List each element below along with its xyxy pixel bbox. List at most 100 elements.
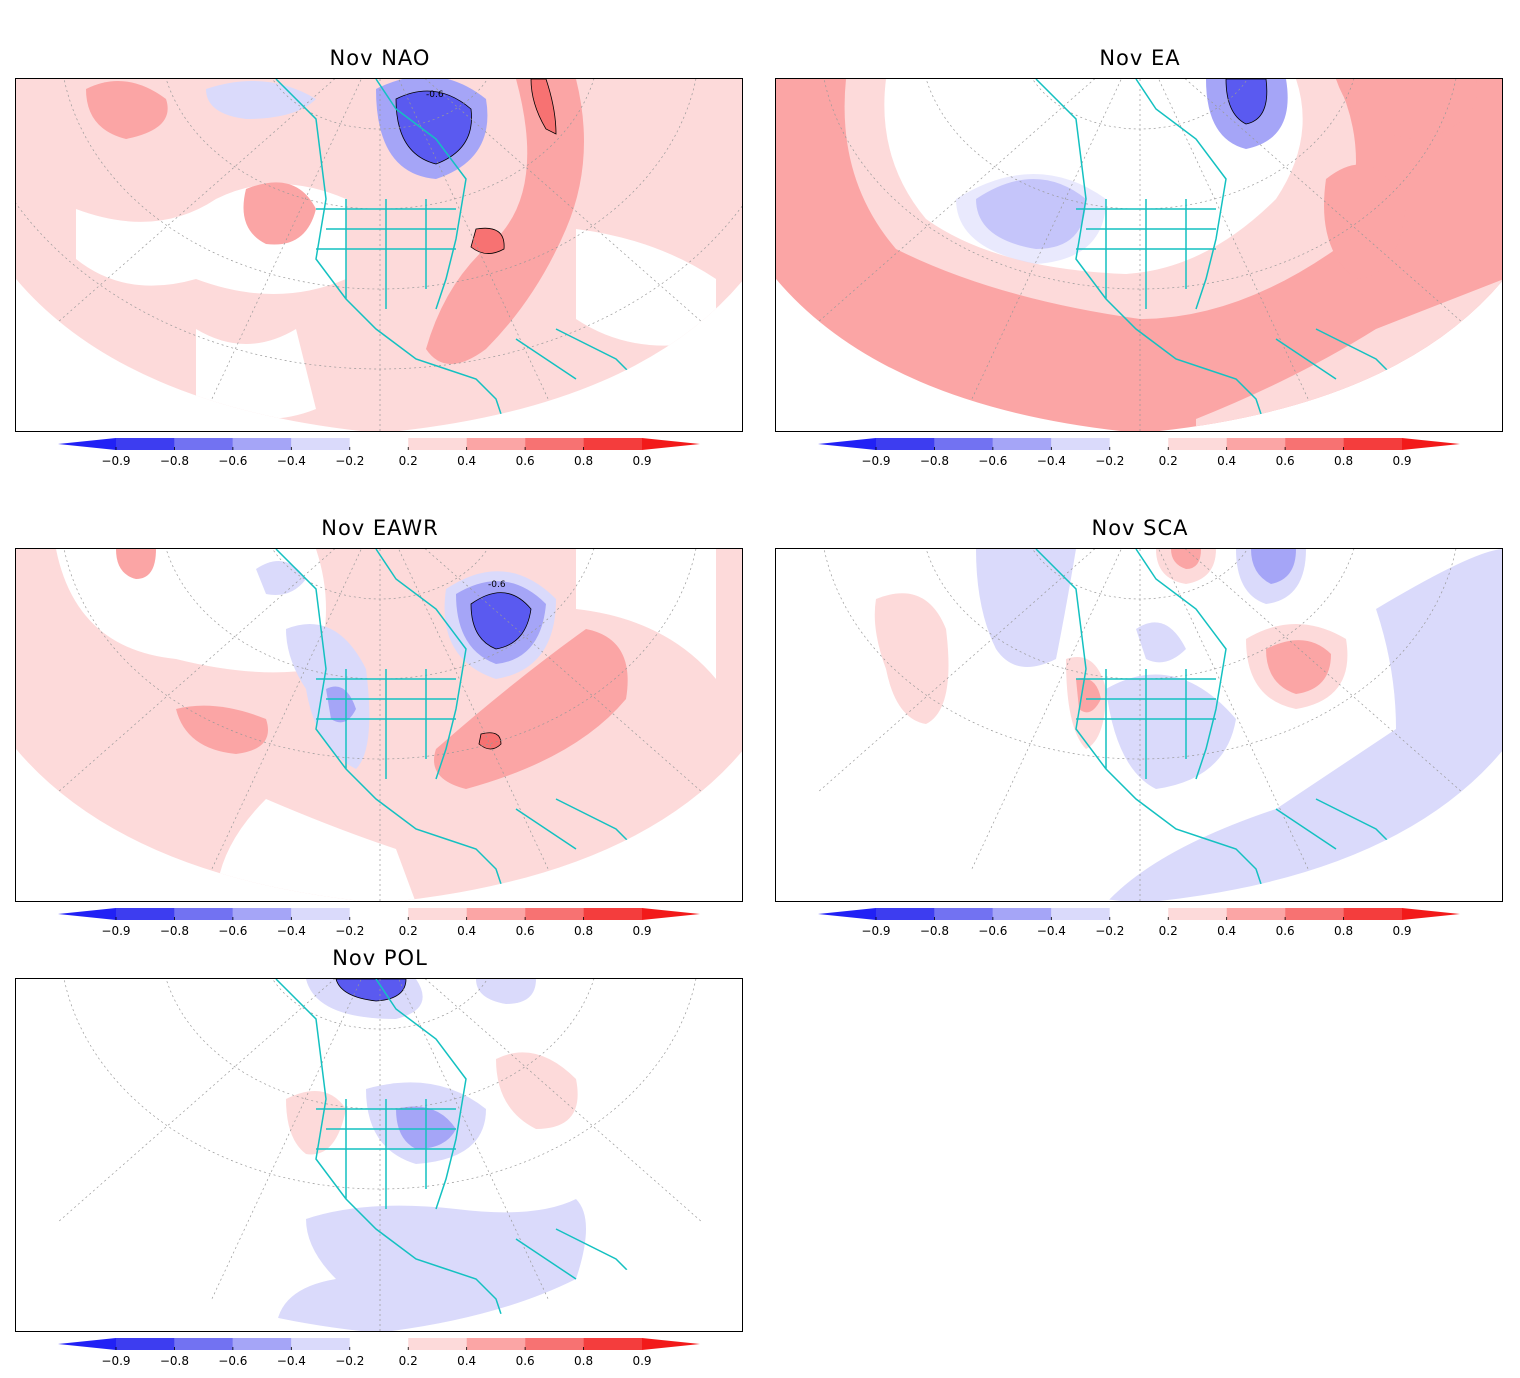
- colorbar-swatch: [174, 438, 233, 450]
- colorbar-tick-label: 0.9: [1392, 454, 1412, 468]
- anomaly-region: [335, 979, 407, 1002]
- panel-title-ea: Nov EA: [1099, 46, 1181, 70]
- colorbar-swatch: [174, 1338, 233, 1350]
- colorbar-tick-label: 0.8: [574, 1354, 594, 1368]
- colorbar-swatch: [232, 438, 292, 450]
- anomaly-region: [976, 549, 1076, 667]
- colorbar-svg: [58, 908, 700, 920]
- colorbar-swatch: [583, 438, 642, 450]
- anomaly-region: [478, 732, 502, 750]
- contour-label: -0.6: [488, 580, 506, 590]
- map-pol: [15, 978, 743, 1332]
- colorbar-swatch: [876, 438, 935, 450]
- colorbar-swatch: [232, 1338, 292, 1350]
- colorbar-svg: [818, 908, 1460, 920]
- colorbar-swatch: [1226, 438, 1286, 450]
- map-eawr-svg: -0.6: [16, 549, 742, 901]
- colorbar-tick-label: 0.9: [632, 924, 652, 938]
- colorbar-swatch: [1343, 908, 1402, 920]
- map-sca: [775, 548, 1503, 902]
- colorbar-tick-label: −0.9: [101, 1354, 131, 1368]
- colorbar-tick-label: 0.8: [1334, 924, 1354, 938]
- colorbar-tick-label: −0.4: [276, 454, 306, 468]
- colorbar-tick-label: −0.8: [159, 454, 190, 468]
- colorbar-tick-label: −0.4: [276, 924, 306, 938]
- colorbar-tick-label: 0.6: [515, 454, 535, 468]
- map-nao-svg: -0.6: [16, 79, 742, 431]
- colorbar-swatch: [408, 438, 467, 450]
- anomaly-region: [256, 561, 306, 595]
- colorbar-swatch: [466, 908, 526, 920]
- colorbar-tick-label: −0.8: [919, 924, 950, 938]
- colorbar-tick-label: 0.6: [515, 924, 535, 938]
- colorbar-eawr: −0.9 −0.8 −0.6 −0.4 −0.2 0.2 0.4 0.6 0.8 0.9: [58, 908, 758, 948]
- anomaly-region: [1336, 79, 1478, 139]
- anomaly-region: [434, 629, 628, 789]
- anomaly-region: [326, 686, 356, 723]
- lat-lon-grid: [16, 979, 742, 1331]
- colorbar-swatch: [876, 908, 935, 920]
- colorbar-arrow-left: [58, 908, 116, 920]
- colorbar-swatch: [116, 438, 175, 450]
- anomaly-region: [874, 593, 949, 724]
- anomaly-region: [1251, 549, 1296, 584]
- anomaly-region: [476, 979, 536, 1004]
- colorbar-arrow-right: [642, 1338, 700, 1350]
- panel-title-eawr: Nov EAWR: [321, 516, 439, 540]
- colorbar-tick-label: 0.4: [1217, 924, 1237, 938]
- colorbar-swatch: [291, 908, 350, 920]
- colorbar-sca: −0.9 −0.8 −0.6 −0.4 −0.2 0.2 0.4 0.6 0.8 0.9: [818, 908, 1518, 948]
- map-ea: [775, 78, 1503, 432]
- colorbar-tick-label: −0.6: [218, 1354, 248, 1368]
- colorbar-svg: [58, 438, 700, 450]
- colorbar-tick-label: 0.4: [457, 924, 477, 938]
- colorbar-arrow-left: [818, 438, 876, 450]
- anomaly-region: [530, 79, 557, 135]
- colorbar-arrow-right: [642, 908, 700, 920]
- colorbar-swatch: [291, 1338, 350, 1350]
- colorbar-swatch: [291, 438, 350, 450]
- anomaly-region: [426, 79, 584, 364]
- colorbar-arrow-right: [1402, 908, 1460, 920]
- colorbar-tick-label: 0.8: [574, 454, 594, 468]
- colorbar-pol: −0.9 −0.8 −0.6 −0.4 −0.2 0.2 0.4 0.6 0.8 0.9: [58, 1338, 758, 1378]
- colorbar-arrow-right: [1402, 438, 1460, 450]
- lat-lon-grid: [776, 549, 1502, 901]
- colorbar-ea: −0.9 −0.8 −0.6 −0.4 −0.2 0.2 0.4 0.6 0.8 0.9: [818, 438, 1518, 478]
- anomaly-region: [56, 549, 326, 673]
- colorbar-tick-label: −0.8: [159, 924, 190, 938]
- colorbar-tick-label: 0.6: [1275, 454, 1295, 468]
- colorbar-tick-label: 0.4: [1217, 454, 1237, 468]
- map-nao: -0.6: [15, 78, 743, 432]
- colorbar-tick-label: 0.4: [457, 454, 477, 468]
- anomaly-region: [576, 549, 716, 679]
- anomaly-region: [470, 227, 505, 254]
- colorbar-nao: −0.9 −0.8 −0.6 −0.4 −0.2 0.2 0.4 0.6 0.8 0.9: [58, 438, 758, 478]
- colorbar-tick-label: −0.9: [861, 924, 891, 938]
- colorbar-swatch: [116, 1338, 175, 1350]
- colorbar-swatch: [525, 1338, 584, 1350]
- colorbar-tick-label: −0.2: [335, 454, 365, 468]
- anomaly-region: [956, 174, 1106, 264]
- colorbar-tick-label: 0.9: [632, 454, 652, 468]
- colorbar-svg: [58, 1338, 700, 1350]
- anomaly-region: [1171, 549, 1201, 569]
- colorbar-tick-label: −0.8: [159, 1354, 190, 1368]
- anomaly-region: [1106, 549, 1502, 901]
- colorbar-tick-label: 0.9: [1392, 924, 1412, 938]
- colorbar-swatch: [583, 908, 642, 920]
- colorbar-swatch: [116, 908, 175, 920]
- lat-lon-grid: [776, 79, 1502, 431]
- colorbar-tick-label: 0.6: [515, 1354, 535, 1368]
- colorbar-tick-label: −0.4: [276, 1354, 306, 1368]
- colorbar-swatch: [1168, 438, 1227, 450]
- colorbar-tick-label: −0.6: [978, 924, 1008, 938]
- anomaly-region: [1076, 678, 1101, 713]
- colorbar-arrow-left: [58, 1338, 116, 1350]
- colorbar-tick-label: 0.8: [574, 924, 594, 938]
- colorbar-swatch: [992, 438, 1052, 450]
- map-eawr: -0.6: [15, 548, 743, 902]
- colorbar-swatch: [1051, 908, 1110, 920]
- colorbar-tick-label: −0.2: [1095, 924, 1125, 938]
- colorbar-swatch: [466, 438, 526, 450]
